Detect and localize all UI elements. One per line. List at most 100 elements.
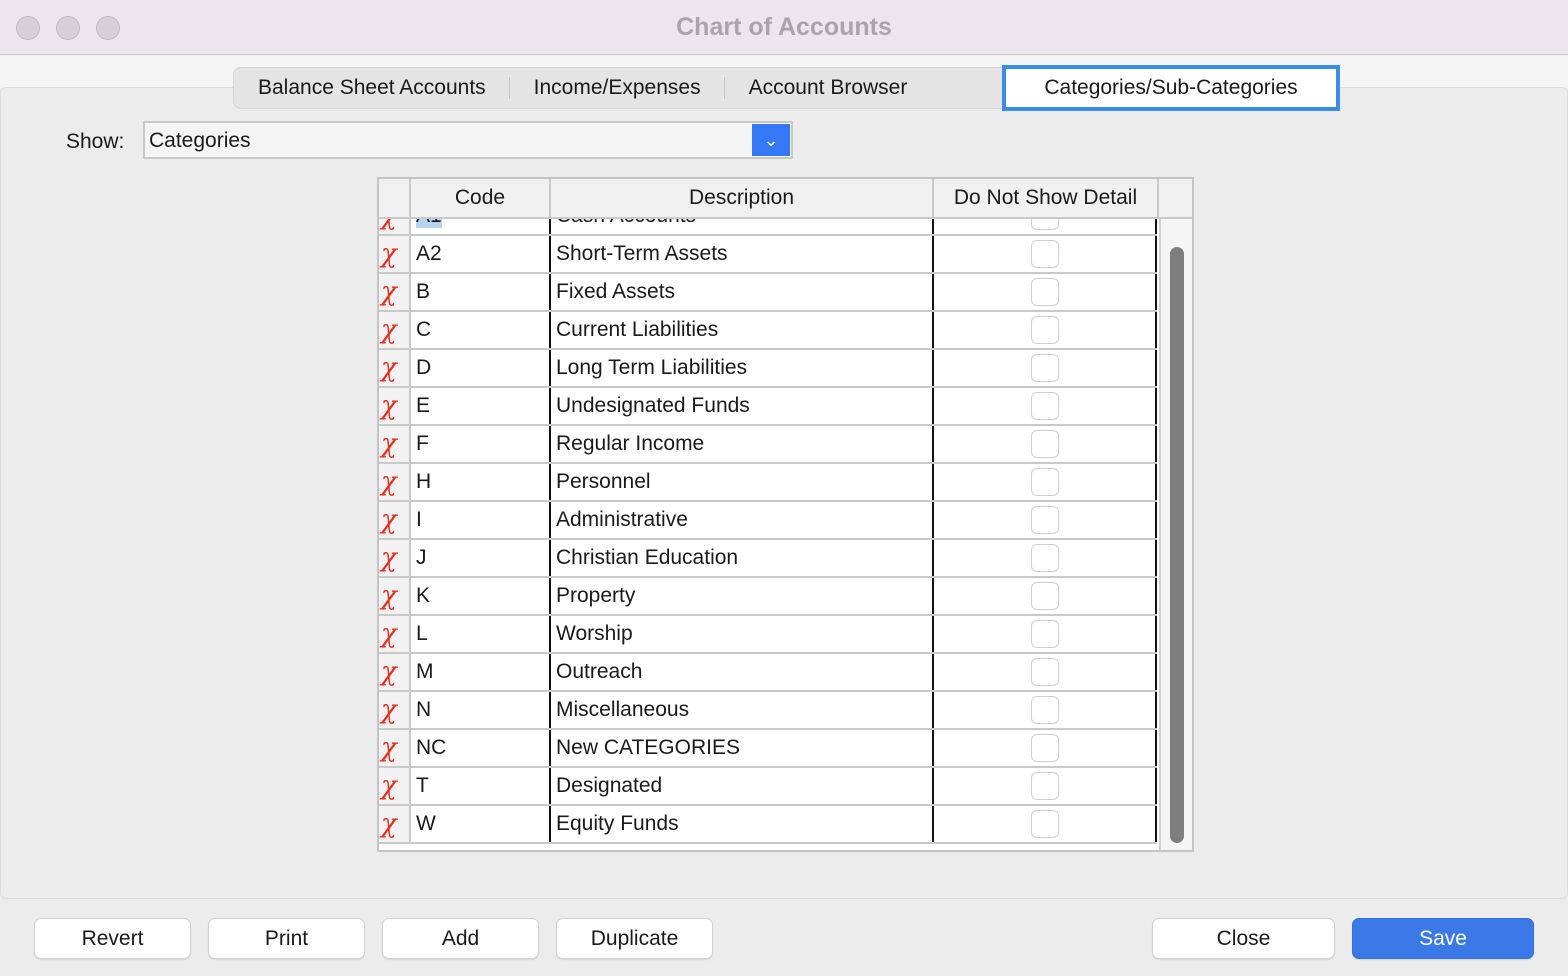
row-marker[interactable]: χ <box>379 578 411 614</box>
code-cell[interactable]: B <box>411 274 551 310</box>
table-row[interactable]: χ NC New CATEGORIES <box>379 730 1157 768</box>
delete-x-icon[interactable]: χ <box>381 467 397 497</box>
row-marker[interactable]: χ <box>379 806 411 842</box>
table-row[interactable]: χ A2 Short-Term Assets <box>379 236 1157 274</box>
description-cell[interactable]: Miscellaneous <box>551 692 934 728</box>
delete-x-icon[interactable]: χ <box>381 505 397 535</box>
code-cell[interactable]: M <box>411 654 551 690</box>
code-cell[interactable]: N <box>411 692 551 728</box>
do-not-show-detail-checkbox[interactable] <box>1030 219 1059 230</box>
delete-x-icon[interactable]: χ <box>381 619 397 649</box>
row-marker[interactable]: χ <box>379 388 411 424</box>
row-marker[interactable]: χ <box>379 692 411 728</box>
table-row[interactable]: χ N Miscellaneous <box>379 692 1157 730</box>
row-marker[interactable]: χ <box>379 426 411 462</box>
table-row[interactable]: χ F Regular Income <box>379 426 1157 464</box>
code-cell[interactable]: F <box>411 426 551 462</box>
do-not-show-detail-checkbox[interactable] <box>1030 658 1059 686</box>
table-row[interactable]: χ J Christian Education <box>379 540 1157 578</box>
do-not-show-detail-checkbox[interactable] <box>1030 582 1059 610</box>
code-cell[interactable]: W <box>411 806 551 842</box>
tab-account-browser[interactable]: Account Browser <box>748 76 908 99</box>
description-cell[interactable]: Short-Term Assets <box>551 236 934 272</box>
description-cell[interactable]: Current Liabilities <box>551 312 934 348</box>
delete-x-icon[interactable]: χ <box>381 809 397 839</box>
description-cell[interactable]: Designated <box>551 768 934 804</box>
table-row[interactable]: χ C Current Liabilities <box>379 312 1157 350</box>
do-not-show-detail-checkbox[interactable] <box>1030 734 1059 762</box>
table-row[interactable]: χ B Fixed Assets <box>379 274 1157 312</box>
delete-x-icon[interactable]: χ <box>381 657 397 687</box>
description-cell[interactable]: Worship <box>551 616 934 652</box>
do-not-show-detail-checkbox[interactable] <box>1030 430 1059 458</box>
row-marker[interactable]: χ <box>379 274 411 310</box>
minimize-window-button[interactable] <box>56 16 80 40</box>
table-row[interactable]: χ L Worship <box>379 616 1157 654</box>
do-not-show-detail-checkbox[interactable] <box>1030 810 1059 838</box>
delete-x-icon[interactable]: χ <box>381 239 397 269</box>
row-marker[interactable]: χ <box>379 219 411 234</box>
tab-categories-sub-categories[interactable]: Categories/Sub-Categories <box>1002 65 1340 111</box>
description-cell[interactable]: Undesignated Funds <box>551 388 934 424</box>
zoom-window-button[interactable] <box>96 16 120 40</box>
delete-x-icon[interactable]: χ <box>381 771 397 801</box>
description-cell[interactable]: Outreach <box>551 654 934 690</box>
show-select[interactable]: Categories ⌄ <box>143 121 793 159</box>
delete-x-icon[interactable]: χ <box>381 733 397 763</box>
table-row[interactable]: χ T Designated <box>379 768 1157 806</box>
code-cell[interactable]: NC <box>411 730 551 766</box>
delete-x-icon[interactable]: χ <box>381 543 397 573</box>
code-cell[interactable]: L <box>411 616 551 652</box>
row-marker[interactable]: χ <box>379 236 411 272</box>
duplicate-button[interactable]: Duplicate <box>556 918 713 959</box>
row-marker[interactable]: χ <box>379 350 411 386</box>
description-cell[interactable]: Property <box>551 578 934 614</box>
description-cell[interactable]: Fixed Assets <box>551 274 934 310</box>
row-marker[interactable]: χ <box>379 502 411 538</box>
tab-income-expenses[interactable]: Income/Expenses <box>510 68 725 108</box>
code-cell[interactable]: K <box>411 578 551 614</box>
row-marker[interactable]: χ <box>379 768 411 804</box>
header-do-not-show-detail[interactable]: Do Not Show Detail <box>934 179 1157 217</box>
do-not-show-detail-checkbox[interactable] <box>1030 468 1059 496</box>
table-row[interactable]: χ M Outreach <box>379 654 1157 692</box>
row-marker[interactable]: χ <box>379 464 411 500</box>
delete-x-icon[interactable]: χ <box>381 429 397 459</box>
do-not-show-detail-checkbox[interactable] <box>1030 240 1059 268</box>
close-button[interactable]: Close <box>1152 918 1335 959</box>
table-row[interactable]: χ D Long Term Liabilities <box>379 350 1157 388</box>
do-not-show-detail-checkbox[interactable] <box>1030 392 1059 420</box>
do-not-show-detail-checkbox[interactable] <box>1030 316 1059 344</box>
row-marker[interactable]: χ <box>379 730 411 766</box>
delete-x-icon[interactable]: χ <box>381 277 397 307</box>
description-cell[interactable]: Christian Education <box>551 540 934 576</box>
code-cell[interactable]: I <box>411 502 551 538</box>
code-cell[interactable]: C <box>411 312 551 348</box>
table-row[interactable]: χ I Administrative <box>379 502 1157 540</box>
row-marker[interactable]: χ <box>379 540 411 576</box>
delete-x-icon[interactable]: χ <box>381 315 397 345</box>
description-cell[interactable]: Equity Funds <box>551 806 934 842</box>
row-marker[interactable]: χ <box>379 616 411 652</box>
do-not-show-detail-checkbox[interactable] <box>1030 544 1059 572</box>
do-not-show-detail-checkbox[interactable] <box>1030 278 1059 306</box>
save-button[interactable]: Save <box>1352 918 1534 959</box>
tab-balance-sheet-accounts[interactable]: Balance Sheet Accounts <box>234 68 510 108</box>
do-not-show-detail-checkbox[interactable] <box>1030 354 1059 382</box>
vertical-scrollbar[interactable] <box>1161 219 1192 850</box>
table-row[interactable]: χ K Property <box>379 578 1157 616</box>
table-row[interactable]: χ A1 Cash Accounts <box>379 219 1157 236</box>
delete-x-icon[interactable]: χ <box>381 353 397 383</box>
row-marker[interactable]: χ <box>379 654 411 690</box>
header-code[interactable]: Code <box>411 179 549 217</box>
do-not-show-detail-checkbox[interactable] <box>1030 620 1059 648</box>
delete-x-icon[interactable]: χ <box>381 695 397 725</box>
table-row[interactable]: χ W Equity Funds <box>379 806 1157 844</box>
code-cell[interactable]: H <box>411 464 551 500</box>
code-cell[interactable]: J <box>411 540 551 576</box>
delete-x-icon[interactable]: χ <box>381 219 397 229</box>
delete-x-icon[interactable]: χ <box>381 391 397 421</box>
chevron-down-icon[interactable]: ⌄ <box>752 124 790 156</box>
code-cell[interactable]: A2 <box>411 236 551 272</box>
description-cell[interactable]: Regular Income <box>551 426 934 462</box>
